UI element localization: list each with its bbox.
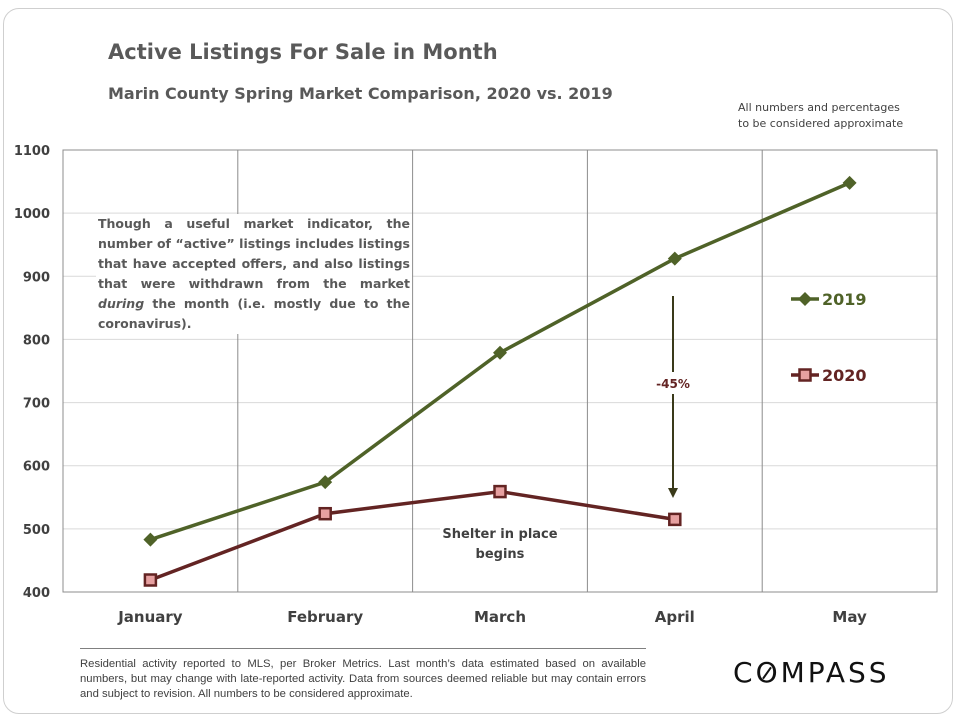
x-tick-label: March <box>474 608 526 626</box>
data-point-2019 <box>842 175 857 190</box>
shelter-annotation: Shelter in place begins <box>440 525 560 565</box>
y-tick-label: 800 <box>23 333 50 348</box>
y-tick-label: 900 <box>23 270 50 285</box>
change-arrowhead <box>668 488 678 498</box>
change-label-bg <box>650 372 696 394</box>
data-point-2019 <box>318 475 333 490</box>
y-tick-label: 400 <box>23 586 50 601</box>
y-tick-label: 700 <box>23 397 50 412</box>
plot-area <box>62 149 938 593</box>
x-tick-label: January <box>117 608 183 626</box>
chart-subtitle: Marin County Spring Market Comparison, 2… <box>108 84 613 103</box>
legend-marker-2020 <box>798 368 812 382</box>
data-point-2020 <box>668 512 682 527</box>
data-point-2019 <box>143 532 158 547</box>
compass-logo: COMPASS <box>733 656 890 689</box>
x-tick-label: May <box>832 608 867 626</box>
x-tick-label: February <box>287 608 363 626</box>
data-point-2019 <box>667 251 682 266</box>
note-annotation: Though a useful market indicator, the nu… <box>96 214 412 334</box>
approx-note-line: to be considered approximate <box>738 117 904 130</box>
x-tick-label: April <box>655 608 695 626</box>
data-point-2020 <box>318 506 332 521</box>
data-point-2020 <box>493 484 507 499</box>
footnote: Residential activity reported to MLS, pe… <box>80 648 646 702</box>
data-point-2019 <box>493 345 507 360</box>
chart-title: Active Listings For Sale in Month <box>108 40 498 64</box>
y-tick-label: 1100 <box>14 144 50 159</box>
approx-note-line: All numbers and percentages <box>738 101 900 114</box>
change-label: -45% <box>656 377 690 391</box>
legend-label-2020: 2020 <box>822 366 867 385</box>
series-line-2020 <box>149 489 676 582</box>
slide-frame <box>3 8 953 714</box>
legend-marker-2019 <box>798 292 812 306</box>
data-point-2020 <box>143 573 158 587</box>
y-tick-label: 600 <box>23 460 50 475</box>
legend-label-2019: 2019 <box>822 290 867 309</box>
y-tick-label: 500 <box>23 523 50 538</box>
y-tick-label: 1000 <box>14 207 50 222</box>
approx-note: All numbers and percentages to be consid… <box>738 100 903 132</box>
